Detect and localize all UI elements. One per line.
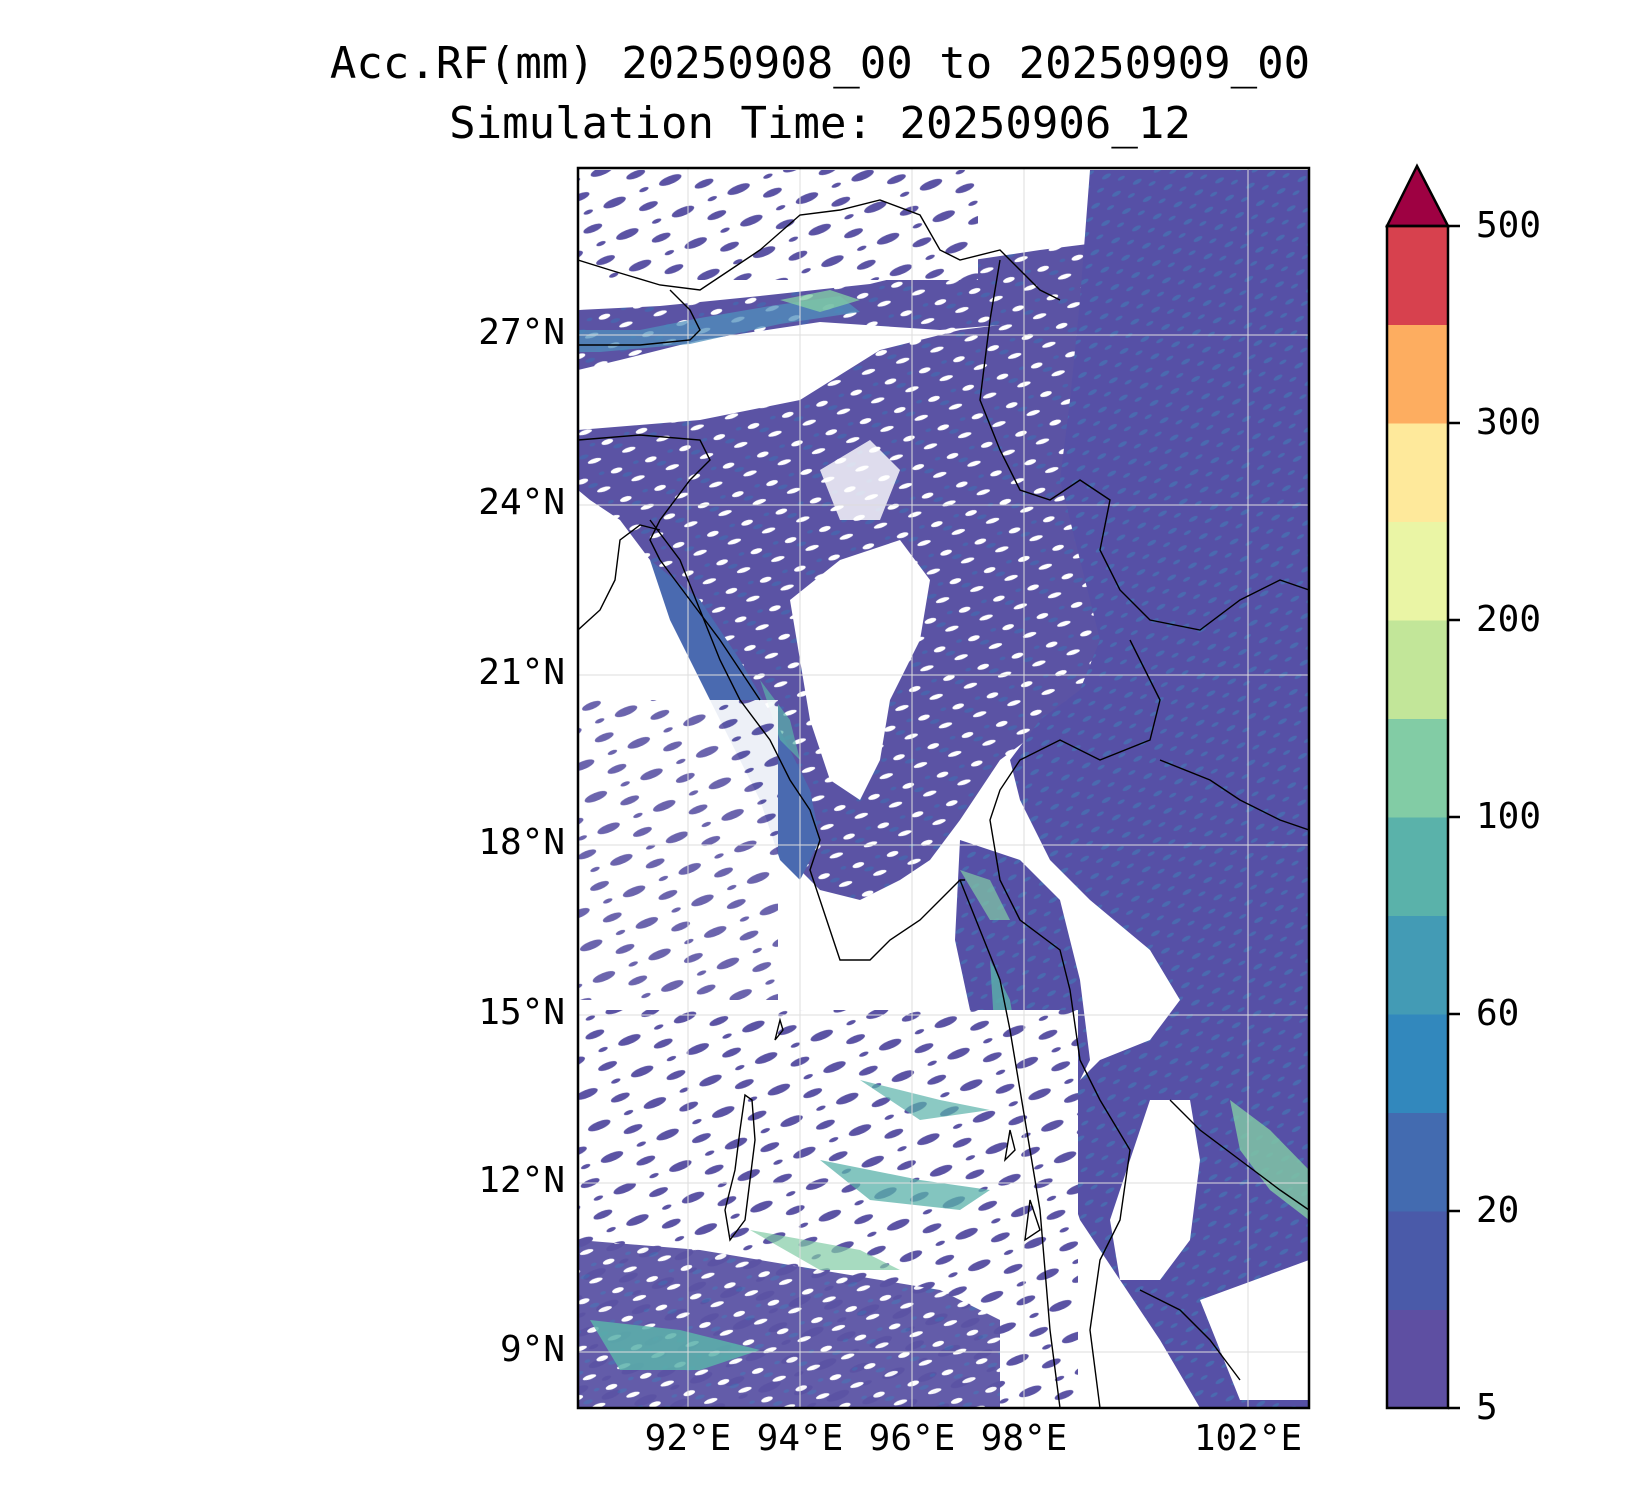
colorbar-band	[1387, 226, 1448, 325]
colorbar-band	[1387, 915, 1448, 1015]
colorbar-label-20: 20	[1476, 1190, 1520, 1231]
grid-lines	[578, 168, 1309, 1408]
colorbar	[1384, 163, 1460, 1410]
colorbar-label-5: 5	[1476, 1387, 1498, 1428]
lat-label-21: 21°N	[478, 652, 565, 693]
lat-label-24: 24°N	[478, 482, 565, 523]
colorbar-label-300: 300	[1476, 402, 1542, 443]
colorbar-ticks	[1448, 224, 1460, 1410]
coastlines	[578, 199, 1309, 1408]
colorbar-band	[1387, 620, 1448, 719]
lat-label-9: 9°N	[499, 1329, 565, 1370]
colorbar-band	[1387, 423, 1448, 522]
map-border	[576, 166, 1311, 1410]
colorbar-band	[1387, 1211, 1448, 1310]
lat-label-12: 12°N	[478, 1160, 565, 1201]
lat-label-18: 18°N	[478, 822, 565, 863]
colorbar-label-200: 200	[1476, 599, 1542, 640]
lat-label-27: 27°N	[478, 312, 565, 353]
colorbar-label-500: 500	[1476, 205, 1542, 246]
colorbar-band	[1387, 817, 1448, 916]
colorbar-band	[1387, 324, 1448, 424]
rain-field	[578, 170, 1309, 1408]
colorbar-band	[1387, 1014, 1448, 1113]
colorbar-label-60: 60	[1476, 993, 1520, 1034]
lat-label-15: 15°N	[478, 992, 565, 1033]
lon-label-98: 98°E	[980, 1418, 1068, 1459]
colorbar-band	[1387, 1112, 1448, 1212]
colorbar-band	[1387, 718, 1448, 818]
colorbar-band	[1387, 521, 1448, 621]
lon-label-92: 92°E	[644, 1418, 732, 1459]
lon-label-94: 94°E	[756, 1418, 844, 1459]
colorbar-band	[1387, 1309, 1448, 1409]
colorbar-extend-arrow	[1384, 163, 1451, 228]
colorbar-segments	[1387, 226, 1448, 1409]
plot-subtitle: Simulation Time: 20250906_12	[449, 98, 1191, 149]
lon-label-96: 96°E	[868, 1418, 956, 1459]
plot-title: Acc.RF(mm) 20250908_00 to 20250909_00	[329, 38, 1311, 89]
lon-label-102: 102°E	[1193, 1418, 1303, 1459]
map-frame	[576, 166, 1311, 1410]
colorbar-label-100: 100	[1476, 796, 1542, 837]
